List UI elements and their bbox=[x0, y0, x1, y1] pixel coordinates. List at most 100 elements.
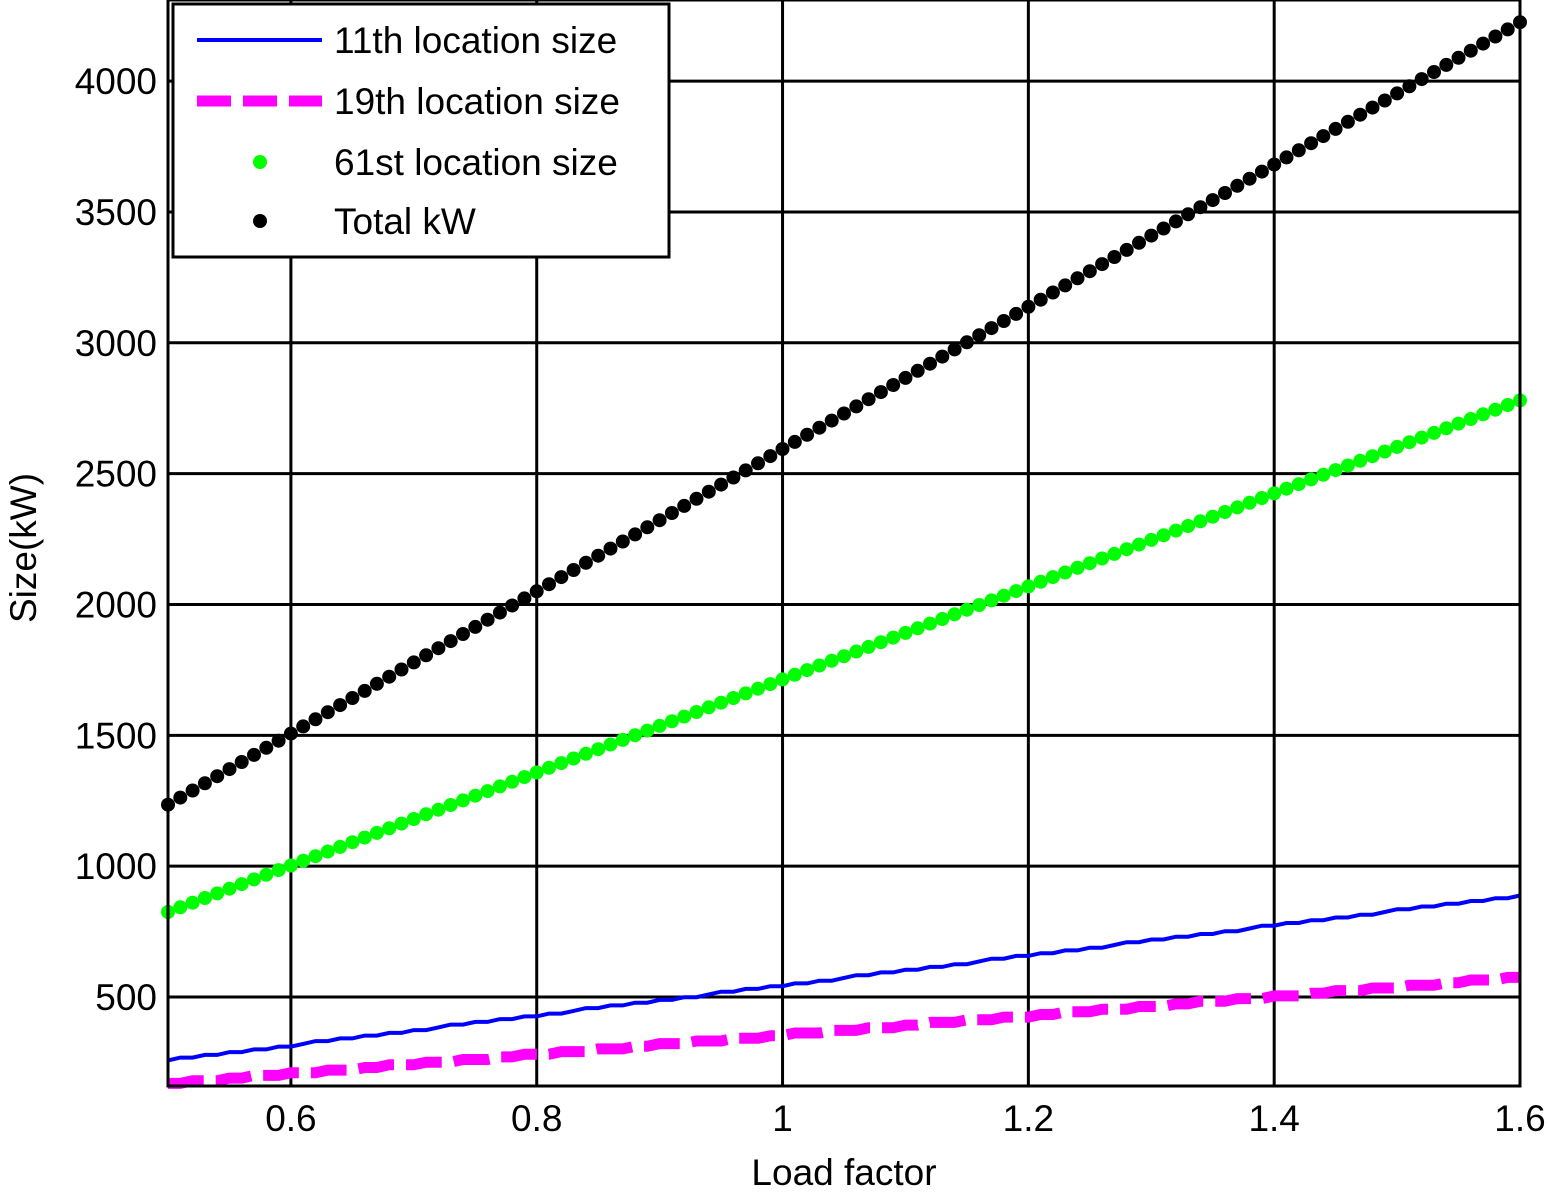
data-point bbox=[751, 681, 765, 696]
data-point bbox=[1402, 435, 1417, 450]
data-point bbox=[419, 807, 434, 822]
data-point bbox=[1082, 264, 1097, 279]
data-point bbox=[886, 378, 901, 392]
data-point bbox=[1291, 143, 1306, 158]
x-tick-label: 1.6 bbox=[1494, 1098, 1545, 1139]
data-point bbox=[1365, 449, 1380, 464]
data-point bbox=[1328, 121, 1343, 136]
data-point bbox=[320, 705, 335, 720]
data-point bbox=[1193, 200, 1208, 215]
data-point bbox=[1390, 86, 1405, 101]
data-point bbox=[652, 718, 667, 733]
data-point bbox=[369, 825, 384, 840]
data-point bbox=[677, 498, 692, 513]
data-point bbox=[1095, 551, 1110, 566]
data-point bbox=[185, 895, 200, 910]
series-line bbox=[167, 893, 1521, 1063]
series-1 bbox=[167, 893, 1521, 1063]
data-point bbox=[283, 858, 298, 873]
data-point bbox=[382, 669, 397, 684]
data-point bbox=[1021, 579, 1036, 594]
data-point bbox=[492, 605, 507, 620]
data-point bbox=[283, 726, 298, 741]
data-point bbox=[824, 653, 839, 668]
x-tick-label: 1.4 bbox=[1248, 1098, 1299, 1139]
legend-label-11th: 11th location size bbox=[334, 20, 617, 61]
data-point bbox=[1218, 505, 1232, 519]
data-point bbox=[837, 649, 851, 664]
x-tick-label: 1 bbox=[772, 1098, 793, 1139]
series-2 bbox=[168, 971, 1520, 1089]
legend-label-19th: 19th location size bbox=[334, 81, 620, 122]
data-point bbox=[345, 691, 360, 705]
data-point bbox=[468, 788, 483, 803]
data-point bbox=[492, 779, 507, 794]
data-point bbox=[1488, 402, 1503, 417]
data-point bbox=[1390, 439, 1405, 454]
data-point bbox=[591, 548, 606, 563]
data-point bbox=[1107, 250, 1122, 264]
data-point bbox=[1045, 285, 1060, 300]
data-point bbox=[701, 484, 716, 499]
data-point bbox=[1451, 50, 1466, 65]
data-point bbox=[923, 616, 937, 631]
data-point bbox=[1316, 467, 1331, 482]
data-point bbox=[664, 506, 679, 520]
data-point bbox=[308, 712, 323, 727]
data-point bbox=[345, 835, 360, 850]
legend-swatch-total bbox=[253, 214, 267, 228]
data-point bbox=[247, 747, 261, 762]
data-point bbox=[1009, 584, 1024, 599]
data-point bbox=[1254, 164, 1269, 179]
data-point bbox=[640, 520, 655, 535]
y-tick-label: 500 bbox=[95, 977, 157, 1018]
data-point bbox=[628, 728, 643, 743]
data-point bbox=[1181, 207, 1196, 222]
data-point bbox=[173, 790, 188, 805]
data-point bbox=[1488, 29, 1503, 44]
data-point bbox=[210, 769, 225, 784]
data-point bbox=[271, 733, 286, 748]
data-point bbox=[173, 900, 188, 915]
data-point bbox=[800, 427, 815, 442]
data-point bbox=[996, 588, 1011, 603]
data-point bbox=[1353, 453, 1368, 468]
data-point bbox=[1365, 100, 1380, 115]
data-point bbox=[1279, 481, 1294, 496]
data-point bbox=[554, 570, 569, 585]
data-point bbox=[873, 385, 888, 400]
series-layer bbox=[161, 15, 1527, 1089]
data-point bbox=[1107, 546, 1122, 561]
data-point bbox=[197, 891, 212, 905]
data-point bbox=[578, 746, 593, 761]
data-point bbox=[849, 644, 864, 659]
data-point bbox=[566, 751, 581, 766]
data-point bbox=[837, 406, 851, 421]
data-point bbox=[1500, 398, 1515, 412]
data-point bbox=[861, 392, 876, 407]
data-point bbox=[1045, 570, 1060, 585]
data-point bbox=[1033, 574, 1048, 589]
data-point bbox=[886, 630, 901, 645]
data-point bbox=[357, 683, 372, 698]
data-point bbox=[1230, 178, 1245, 193]
data-point bbox=[554, 756, 569, 771]
data-point bbox=[603, 737, 618, 752]
data-point bbox=[812, 658, 827, 673]
data-point bbox=[320, 844, 335, 859]
data-point bbox=[1463, 412, 1478, 426]
data-point bbox=[222, 762, 237, 777]
data-point bbox=[800, 663, 815, 678]
data-point bbox=[972, 598, 987, 612]
data-point bbox=[1476, 407, 1491, 422]
data-point bbox=[1377, 93, 1392, 108]
data-point bbox=[689, 705, 704, 719]
data-point bbox=[1439, 421, 1454, 436]
data-point bbox=[615, 732, 630, 747]
data-point bbox=[1033, 292, 1048, 307]
data-point bbox=[480, 612, 495, 627]
data-point bbox=[222, 881, 237, 896]
data-point bbox=[1058, 565, 1073, 580]
y-axis-label: Size(kW) bbox=[3, 473, 44, 623]
data-point bbox=[1021, 299, 1036, 314]
